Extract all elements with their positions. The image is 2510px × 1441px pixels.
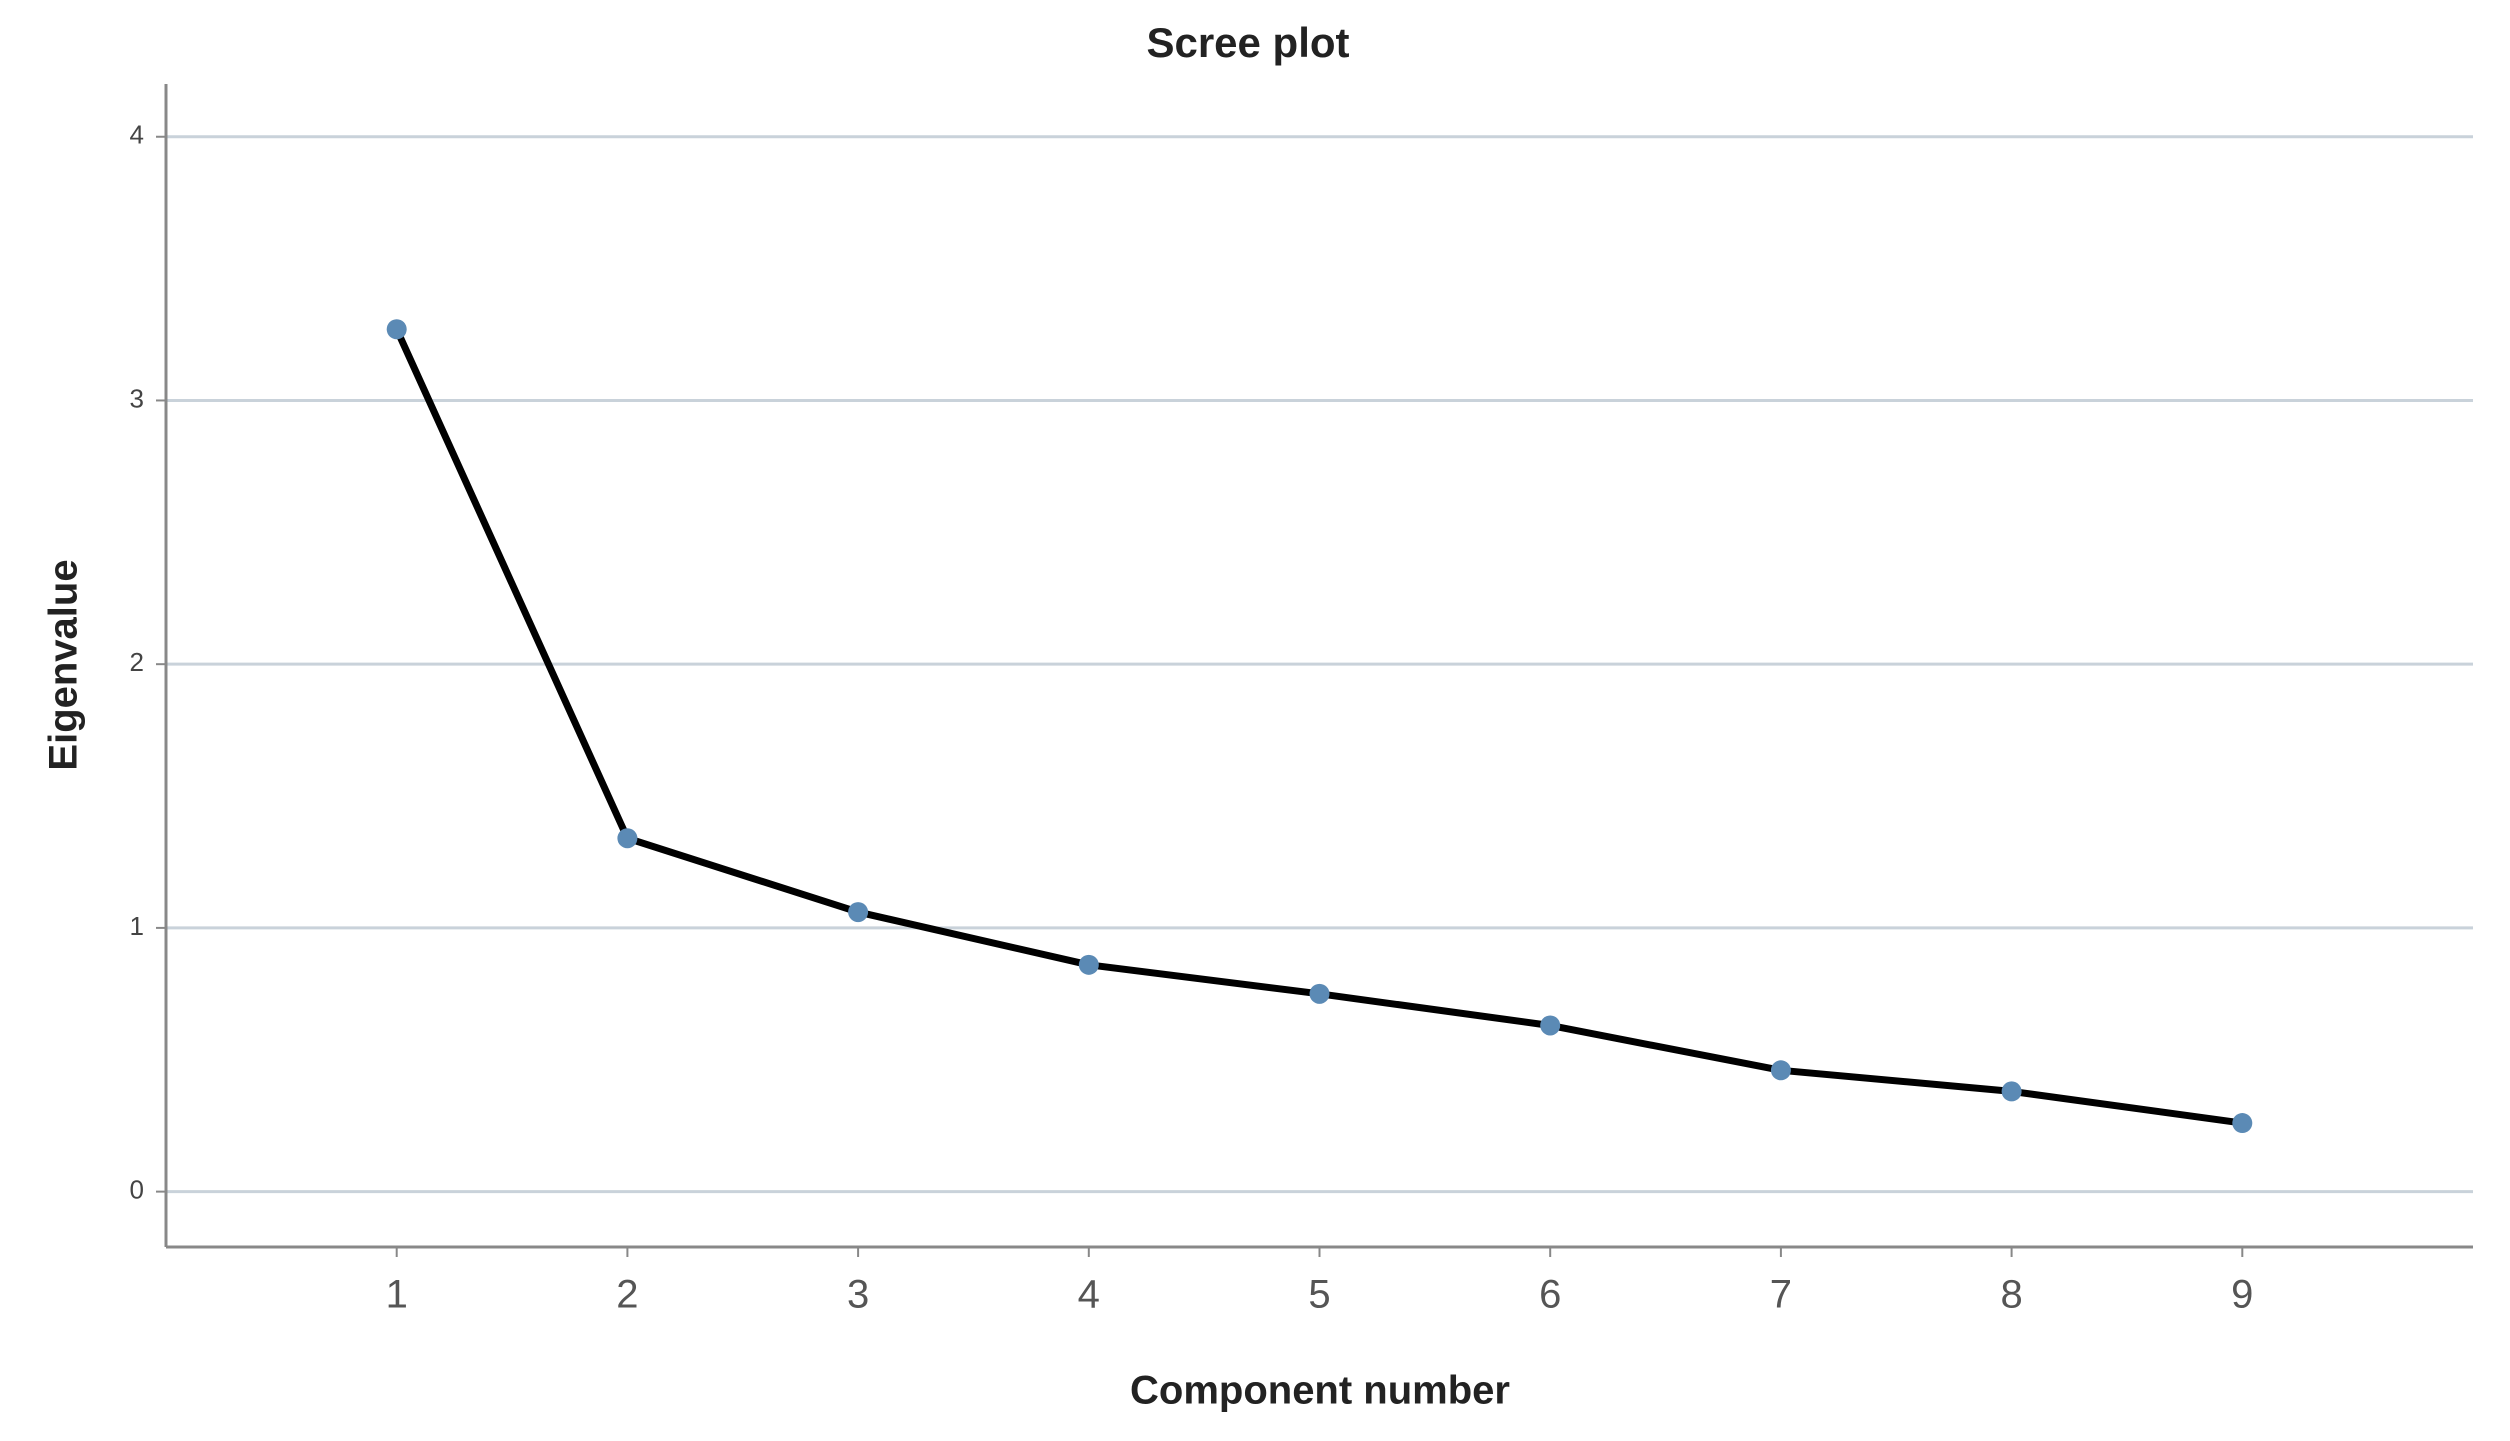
- point: [1770, 1060, 1791, 1081]
- x-tick-label: 3: [847, 1273, 869, 1317]
- x-tick-label: 7: [1770, 1273, 1792, 1317]
- point: [1540, 1015, 1561, 1036]
- point: [2001, 1081, 2022, 1102]
- y-tick-label: 2: [130, 647, 144, 677]
- point: [386, 319, 407, 340]
- x-tick-label: 4: [1078, 1273, 1100, 1317]
- x-tick-label: 9: [2231, 1273, 2253, 1317]
- point: [2232, 1113, 2253, 1134]
- y-tick-label: 3: [130, 383, 144, 413]
- x-tick-label: 5: [1308, 1273, 1330, 1317]
- line: [393, 327, 2243, 1127]
- x-tick-label: 8: [2000, 1273, 2022, 1317]
- point: [617, 828, 638, 849]
- point: [1309, 983, 1330, 1004]
- x-axis-title: Component number: [1130, 1369, 1510, 1413]
- y-tick-label: 1: [130, 911, 144, 941]
- x-tick-label: 1: [386, 1273, 408, 1317]
- y-tick-label: 4: [130, 120, 144, 150]
- y-axis-title: Eigenvalue: [42, 559, 86, 770]
- chart-title: Scree plot: [1146, 19, 1349, 66]
- y-tick-label: 0: [130, 1174, 144, 1204]
- point: [1078, 954, 1099, 975]
- x-tick-label: 6: [1539, 1273, 1561, 1317]
- x-tick-label: 2: [616, 1273, 638, 1317]
- point: [848, 902, 869, 923]
